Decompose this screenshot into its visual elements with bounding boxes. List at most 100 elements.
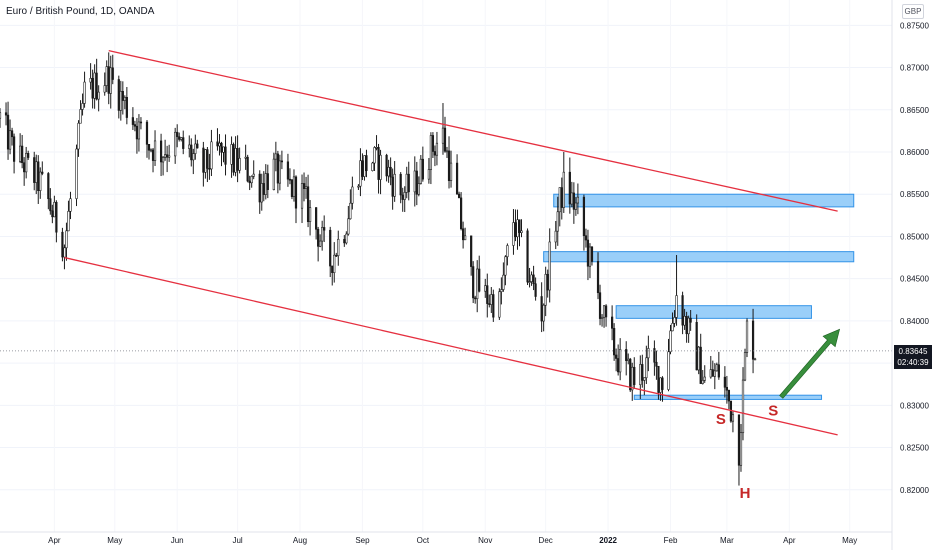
candle-body <box>194 143 197 154</box>
candle-body <box>290 179 294 197</box>
candle-body <box>180 137 183 140</box>
candle-body <box>568 171 571 205</box>
channel-line-upper[interactable] <box>108 50 838 212</box>
candle-body <box>643 377 646 381</box>
candle-body <box>176 131 179 137</box>
candle-body <box>168 155 171 158</box>
candle-body <box>182 137 185 149</box>
zone-rect[interactable] <box>615 305 812 319</box>
candle-body <box>619 349 622 373</box>
zone-rect[interactable] <box>543 251 855 263</box>
candle-body <box>246 156 249 182</box>
candle-body <box>236 148 239 171</box>
candle-body <box>278 160 281 184</box>
chart-title: Euro / British Pound, 1D, OANDA <box>6 6 155 17</box>
candle-body <box>737 414 741 466</box>
candle-body <box>204 149 207 173</box>
candle-body <box>490 294 493 305</box>
candle-body <box>69 198 72 212</box>
x-tick-label: Mar <box>720 536 734 545</box>
zone-rect[interactable] <box>553 193 855 208</box>
candle-body <box>484 285 487 292</box>
candle-body <box>717 364 720 378</box>
candle-body <box>413 170 416 193</box>
x-tick-label: May <box>107 536 122 545</box>
candle-body <box>671 323 674 332</box>
candle-body <box>506 245 509 258</box>
candle-body <box>37 161 40 191</box>
candle-body <box>262 183 265 195</box>
candle-body <box>472 266 475 299</box>
candle-body <box>343 238 346 244</box>
x-tick-label: 2022 <box>599 536 617 545</box>
candle-body <box>133 124 137 127</box>
y-tick-label: 0.84500 <box>900 275 929 284</box>
candle-body <box>562 171 565 208</box>
candle-body <box>576 196 579 204</box>
currency-button[interactable]: GBP <box>902 4 924 19</box>
projection-arrow[interactable] <box>779 328 841 399</box>
candle-body <box>53 201 56 218</box>
candle-body <box>403 192 406 200</box>
candle-body <box>542 304 545 322</box>
candle-body <box>190 144 193 161</box>
candle-body <box>6 114 10 150</box>
candle-body <box>164 154 167 158</box>
candle-body <box>208 168 211 170</box>
candle-body <box>600 316 604 319</box>
candle-body <box>464 235 467 241</box>
candle-body <box>604 305 608 318</box>
candle-body <box>492 294 495 318</box>
candle-body <box>377 147 380 180</box>
x-tick-label: Jul <box>232 536 242 545</box>
candle-body <box>371 162 374 172</box>
candle-body <box>558 187 561 213</box>
candle-body <box>149 149 153 152</box>
candle-body <box>572 192 575 210</box>
candle-body <box>91 77 94 99</box>
candle-body <box>709 369 712 378</box>
last-price-value: 0.83645 <box>898 347 928 356</box>
candle-body <box>584 235 588 241</box>
y-tick-label: 0.86500 <box>900 106 929 115</box>
candle-body <box>445 150 449 153</box>
candle-body <box>474 297 477 300</box>
y-tick-label: 0.82500 <box>900 444 929 453</box>
candle-body <box>139 121 143 124</box>
candle-body <box>35 161 38 183</box>
x-tick-label: Jun <box>171 536 184 545</box>
candle-body <box>131 117 134 125</box>
candle-body <box>673 317 676 324</box>
candle-body <box>286 161 290 180</box>
y-tick-label: 0.84000 <box>900 317 929 326</box>
candle-body <box>359 160 362 187</box>
candle-body <box>725 386 728 391</box>
candle-body <box>379 154 382 180</box>
candle-body <box>596 261 600 294</box>
candle-body <box>55 201 58 233</box>
candle-body <box>546 273 549 291</box>
candle-body <box>335 254 338 257</box>
candle-body <box>103 85 106 93</box>
candle-body <box>331 265 334 273</box>
candle-body <box>161 157 165 163</box>
candle-body <box>641 364 644 381</box>
candle-body <box>319 240 322 247</box>
candle-body <box>178 136 181 140</box>
candle-body <box>504 256 507 276</box>
candle-body <box>590 246 594 262</box>
channel-line-lower[interactable] <box>64 256 838 436</box>
candle-body <box>399 173 402 196</box>
candle-body <box>75 148 78 199</box>
candle-body <box>711 369 714 377</box>
candle-body <box>699 346 702 384</box>
candle-body <box>123 96 126 101</box>
candle-body <box>441 127 445 144</box>
candle-body <box>252 173 255 177</box>
x-tick-label: May <box>842 536 857 545</box>
candle-body <box>4 112 8 116</box>
x-tick-label: Sep <box>355 536 370 545</box>
y-tick-label: 0.83000 <box>900 401 929 410</box>
